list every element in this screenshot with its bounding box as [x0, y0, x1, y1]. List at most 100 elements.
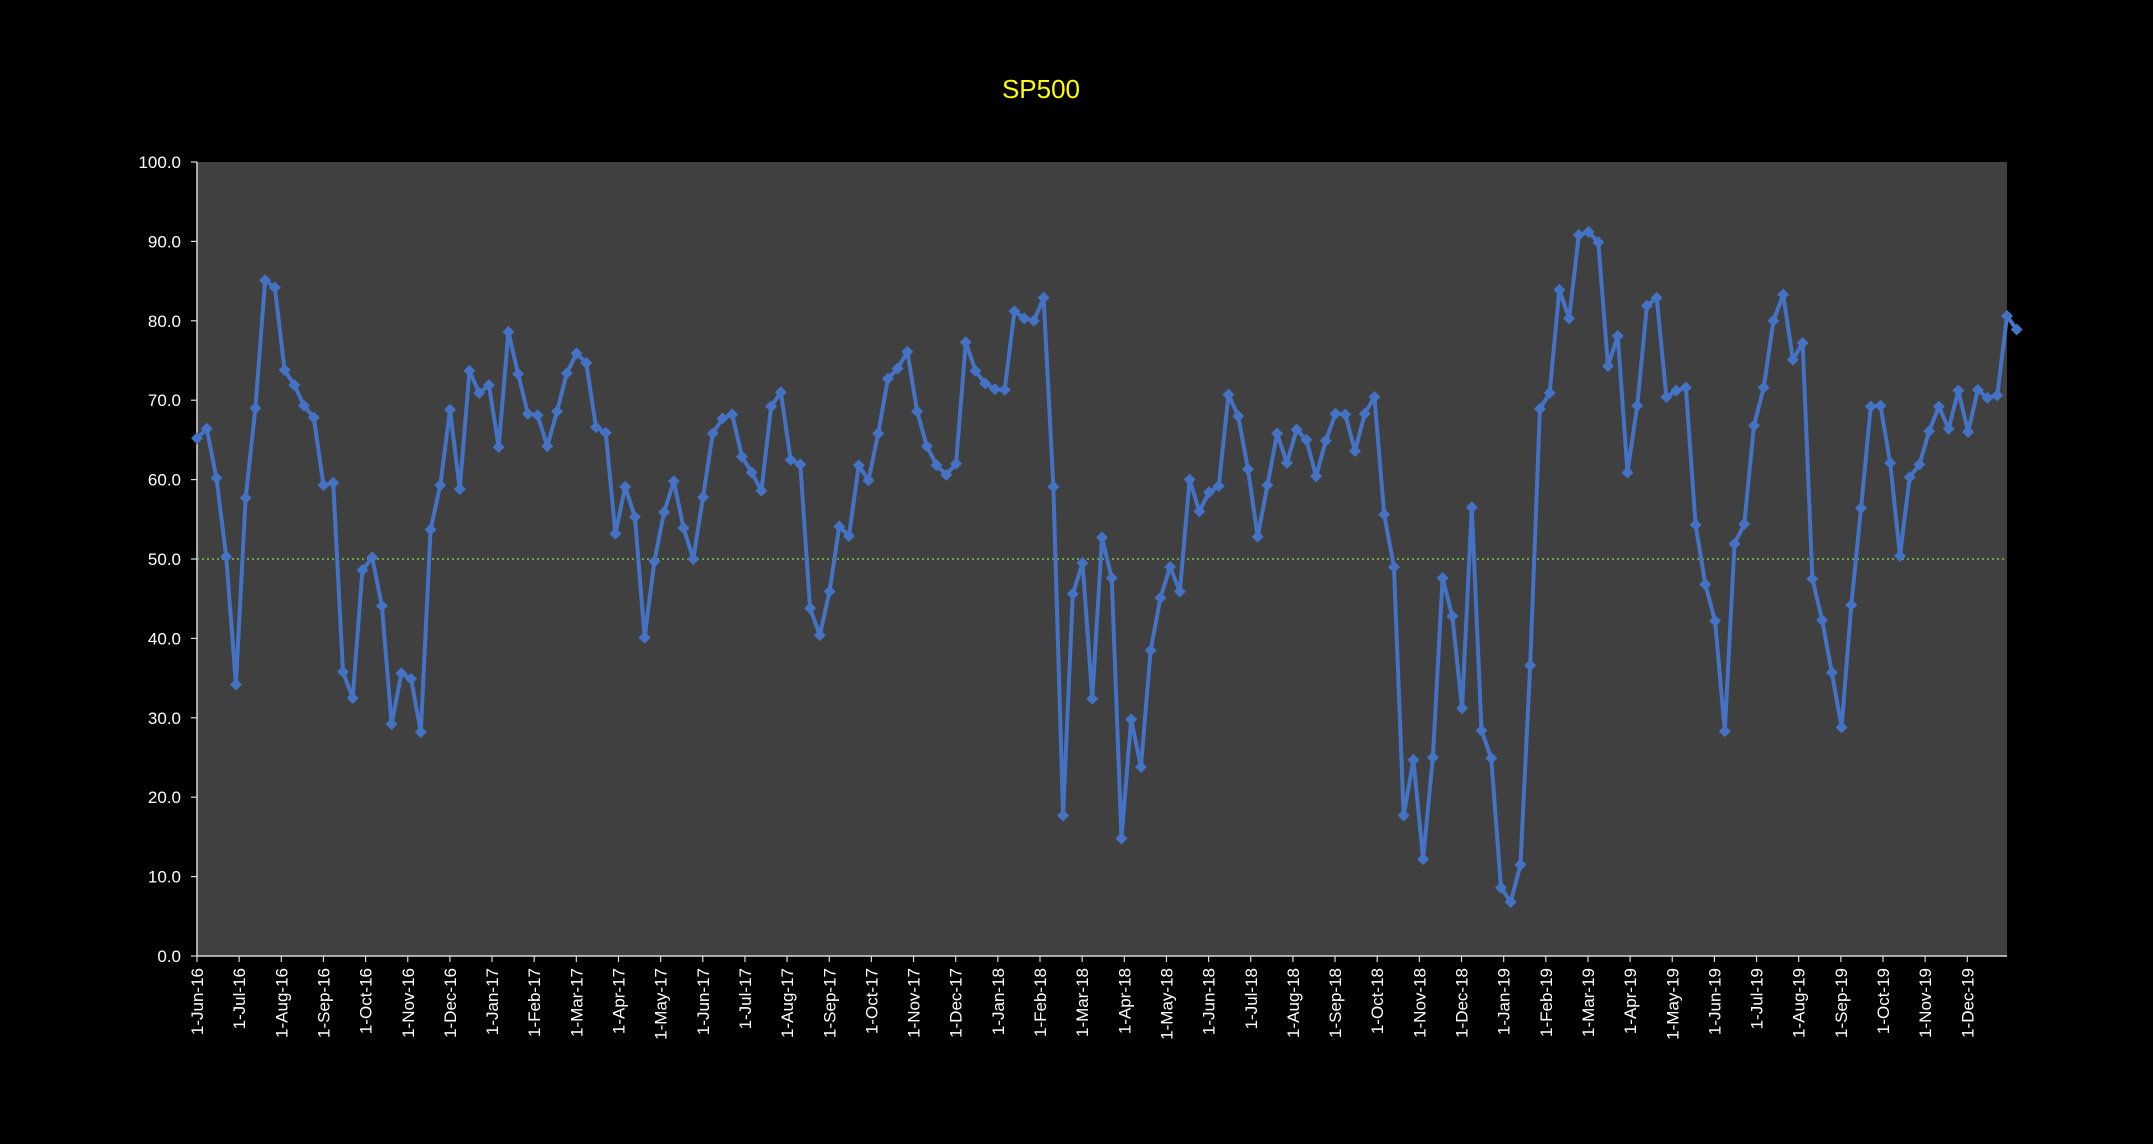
- data-point-marker: [1514, 858, 1527, 871]
- data-point-marker: [1806, 572, 1819, 585]
- data-point-marker: [1465, 501, 1478, 514]
- data-point-marker: [1757, 381, 1770, 394]
- data-point-marker: [191, 432, 203, 445]
- x-tick-label: 1-Aug-18: [1284, 968, 1303, 1038]
- data-point-marker: [1183, 473, 1196, 486]
- data-point-marker: [1008, 305, 1021, 318]
- x-tick-label: 1-Jun-18: [1200, 968, 1219, 1035]
- data-point-marker: [716, 412, 729, 425]
- data-point-marker: [336, 665, 349, 678]
- x-tick-label: 1-Jun-16: [188, 968, 207, 1035]
- data-point-marker: [726, 408, 739, 421]
- y-tick-label: 70.0: [148, 391, 181, 410]
- data-point-marker: [599, 426, 612, 439]
- data-point-marker: [745, 466, 758, 479]
- data-point-marker: [1533, 402, 1546, 415]
- y-tick-label: 100.0: [138, 153, 181, 172]
- data-point-marker: [979, 377, 992, 390]
- y-tick-label: 80.0: [148, 312, 181, 331]
- data-point-marker: [346, 691, 359, 704]
- data-point-marker: [1816, 614, 1829, 627]
- x-tick-label: 1-Feb-17: [525, 968, 544, 1037]
- data-point-marker: [1456, 702, 1469, 715]
- data-point-marker: [259, 274, 272, 287]
- data-point-marker: [1699, 578, 1712, 591]
- data-point-marker: [1271, 427, 1284, 440]
- data-point-marker: [1650, 291, 1663, 304]
- data-point-marker: [200, 422, 213, 435]
- data-point-marker: [2010, 323, 2023, 336]
- data-point-marker: [1738, 518, 1751, 531]
- data-point-marker: [1047, 480, 1060, 493]
- x-tick-label: 1-Sep-18: [1326, 968, 1345, 1038]
- data-point-marker: [424, 523, 437, 536]
- data-point-marker: [1280, 456, 1293, 469]
- data-point-marker: [774, 386, 787, 399]
- data-point-marker: [1076, 556, 1089, 569]
- data-point-marker: [1962, 425, 1975, 438]
- data-point-marker: [317, 479, 330, 492]
- data-point-marker: [1903, 471, 1916, 484]
- x-tick-label: 1-Oct-16: [357, 968, 376, 1034]
- data-point-marker: [1319, 434, 1332, 447]
- x-tick-label: 1-Oct-17: [862, 968, 881, 1034]
- data-point-marker: [1096, 531, 1108, 544]
- data-point-marker: [1709, 614, 1722, 627]
- data-point-marker: [1786, 353, 1799, 366]
- data-point-marker: [1164, 560, 1177, 573]
- data-point-marker: [619, 480, 632, 493]
- x-tick-label: 1-Sep-16: [314, 968, 333, 1038]
- x-tick-label: 1-Dec-18: [1453, 968, 1472, 1038]
- x-tick-label: 1-Jul-16: [230, 968, 249, 1029]
- data-point-marker: [1689, 518, 1702, 531]
- data-point-marker: [1504, 896, 1517, 909]
- x-tick-label: 1-Nov-18: [1410, 968, 1429, 1038]
- data-point-marker: [1845, 599, 1858, 612]
- x-tick-label: 1-Mar-19: [1579, 968, 1598, 1037]
- data-point-marker: [950, 457, 963, 470]
- x-tick-label: 1-Oct-19: [1874, 968, 1893, 1034]
- data-point-marker: [278, 364, 291, 377]
- data-point-marker: [1563, 312, 1576, 325]
- data-point-marker: [1747, 419, 1760, 432]
- data-point-marker: [940, 468, 953, 481]
- data-point-marker: [1018, 312, 1031, 325]
- data-point-marker: [1670, 384, 1683, 397]
- x-tick-label: 1-Oct-18: [1368, 968, 1387, 1034]
- data-point-marker: [1971, 383, 1984, 396]
- data-point-marker: [1932, 400, 1945, 413]
- data-point-marker: [385, 718, 398, 731]
- data-point-marker: [862, 474, 875, 487]
- data-point-marker: [1553, 283, 1566, 296]
- data-point-marker: [1640, 299, 1653, 312]
- x-tick-label: 1-Dec-19: [1958, 968, 1977, 1038]
- data-point-marker: [502, 325, 515, 338]
- data-point-marker: [765, 400, 778, 413]
- y-tick-label: 10.0: [148, 868, 181, 887]
- data-point-marker: [1378, 508, 1391, 521]
- data-point-marker: [1494, 881, 1507, 894]
- y-tick-label: 90.0: [148, 232, 181, 251]
- data-point-marker: [589, 421, 602, 434]
- data-point-marker: [1991, 389, 2004, 402]
- data-point-marker: [1913, 458, 1926, 471]
- data-point-marker: [482, 379, 495, 392]
- data-point-marker: [1339, 408, 1352, 421]
- data-point-marker: [609, 527, 622, 540]
- data-point-marker: [1212, 479, 1225, 492]
- data-point-marker: [1893, 549, 1906, 562]
- data-point-marker: [1728, 537, 1741, 550]
- data-point-marker: [1300, 433, 1313, 446]
- x-tick-label: 1-Jun-19: [1705, 968, 1724, 1035]
- x-tick-label: 1-Jan-18: [989, 968, 1008, 1035]
- data-point-marker: [1855, 502, 1868, 515]
- data-point-marker: [706, 427, 719, 440]
- data-point-marker: [1777, 288, 1790, 301]
- x-axis: 1-Jun-16 1-Jul-16 1-Aug-16 1-Sep-16 1-Oct-16…: [188, 955, 2007, 1040]
- data-point-marker: [1942, 422, 1955, 435]
- data-point-marker: [1310, 470, 1323, 483]
- chart-title: SP500: [1002, 74, 1080, 104]
- data-point-marker: [1105, 572, 1118, 585]
- data-point-marker: [1115, 832, 1128, 845]
